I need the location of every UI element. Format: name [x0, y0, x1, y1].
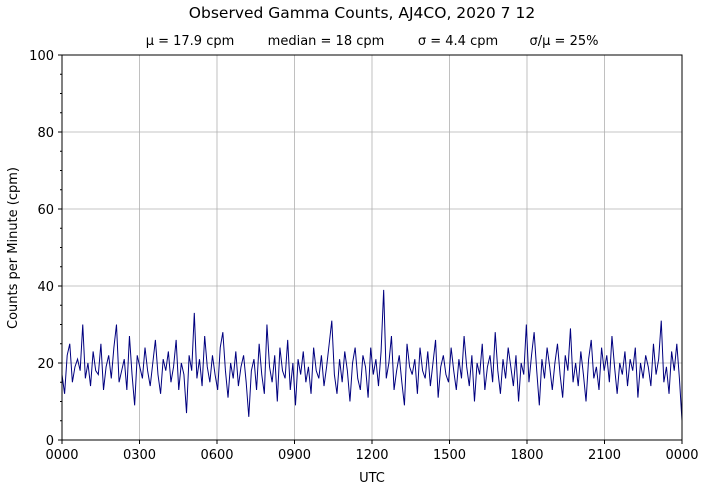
y-tick-label: 100	[29, 49, 54, 64]
y-tick-label: 20	[37, 357, 54, 372]
grid	[62, 55, 682, 440]
subtitle-sigma: σ = 4.4 cpm	[418, 34, 498, 49]
y-tick-label: 60	[37, 203, 54, 218]
subtitle-mean: μ = 17.9 cpm	[146, 34, 235, 49]
x-tick-label: 2100	[588, 448, 621, 463]
series-line	[61, 289, 683, 421]
x-tick-label: 1200	[355, 448, 388, 463]
x-tick-label: 1800	[510, 448, 543, 463]
x-tick-label: 0600	[200, 448, 233, 463]
axes: 0 20 40 60 80 100 0000 0300 0600 0900 1200 1500 1800…	[29, 49, 698, 463]
y-tick-label: 80	[37, 126, 54, 141]
subtitle-median: median = 18 cpm	[268, 34, 385, 49]
y-tick-label: 0	[46, 434, 54, 449]
subtitle-cv: σ/μ = 25%	[530, 34, 599, 49]
chart-title: Observed Gamma Counts, AJ4CO, 2020 7 12	[189, 4, 535, 22]
x-tick-label: 0000	[45, 448, 78, 463]
x-tick-label: 0000	[665, 448, 698, 463]
x-tick-label: 0300	[123, 448, 156, 463]
x-tick-label: 0900	[278, 448, 311, 463]
y-tick-label: 40	[37, 280, 54, 295]
x-tick-label: 1500	[433, 448, 466, 463]
series-group	[61, 289, 683, 421]
y-axis-label: Counts per Minute (cpm)	[6, 167, 21, 329]
x-axis-label: UTC	[359, 471, 385, 486]
